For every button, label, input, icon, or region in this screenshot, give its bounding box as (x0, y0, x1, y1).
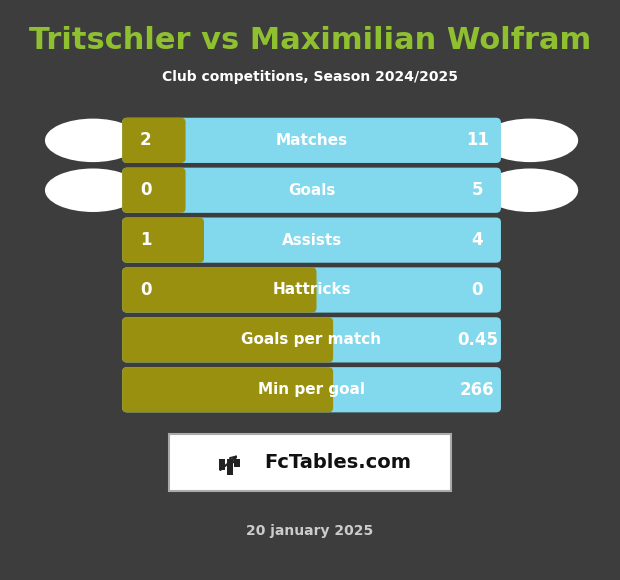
Text: 2: 2 (140, 131, 151, 150)
Text: Hattricks: Hattricks (272, 282, 351, 298)
FancyBboxPatch shape (122, 218, 204, 263)
FancyBboxPatch shape (169, 434, 451, 491)
Text: 0: 0 (140, 281, 151, 299)
Text: 11: 11 (466, 131, 489, 150)
FancyBboxPatch shape (122, 367, 501, 412)
Text: Assists: Assists (281, 233, 342, 248)
Text: Club competitions, Season 2024/2025: Club competitions, Season 2024/2025 (162, 70, 458, 84)
FancyBboxPatch shape (122, 118, 501, 163)
Text: Matches: Matches (275, 133, 348, 148)
FancyBboxPatch shape (122, 118, 185, 163)
FancyBboxPatch shape (122, 317, 501, 362)
Ellipse shape (45, 119, 141, 162)
FancyBboxPatch shape (122, 267, 316, 313)
Ellipse shape (482, 168, 578, 212)
Text: Goals per match: Goals per match (241, 332, 382, 347)
Text: 0.45: 0.45 (457, 331, 498, 349)
Text: 5: 5 (472, 181, 483, 200)
Text: Goals: Goals (288, 183, 335, 198)
FancyBboxPatch shape (227, 459, 232, 476)
Text: 0: 0 (140, 181, 151, 200)
FancyBboxPatch shape (122, 218, 501, 263)
Text: Tritschler vs Maximilian Wolfram: Tritschler vs Maximilian Wolfram (29, 26, 591, 55)
Text: 20 january 2025: 20 january 2025 (246, 524, 374, 538)
Text: 0: 0 (472, 281, 483, 299)
FancyBboxPatch shape (234, 459, 240, 466)
Ellipse shape (45, 168, 141, 212)
Text: 1: 1 (140, 231, 151, 249)
Ellipse shape (482, 119, 578, 162)
FancyBboxPatch shape (122, 168, 185, 213)
Text: Min per goal: Min per goal (258, 382, 365, 397)
Text: FcTables.com: FcTables.com (264, 453, 412, 472)
FancyBboxPatch shape (122, 367, 333, 412)
FancyBboxPatch shape (122, 317, 333, 362)
FancyBboxPatch shape (122, 168, 501, 213)
Text: 4: 4 (472, 231, 483, 249)
FancyBboxPatch shape (219, 459, 225, 470)
FancyBboxPatch shape (122, 267, 501, 313)
Text: 266: 266 (460, 380, 495, 399)
